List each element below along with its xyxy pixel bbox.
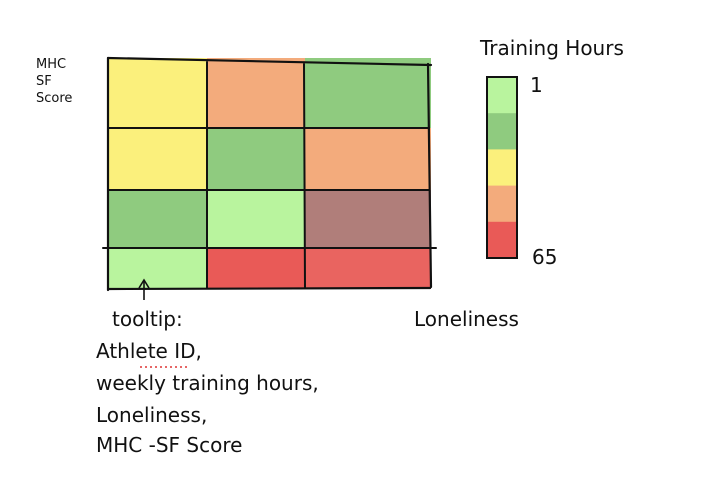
heatmap-cells <box>108 58 431 289</box>
legend-max-label: 65 <box>532 245 557 269</box>
heatmap-cell <box>207 248 305 289</box>
legend-band <box>487 77 517 114</box>
heatmap-cell <box>108 190 207 248</box>
heatmap-cell <box>207 58 305 128</box>
legend-band <box>487 113 517 150</box>
heatmap-cell <box>305 128 431 190</box>
legend-band <box>487 149 517 187</box>
heatmap-cell <box>305 248 431 289</box>
grid-line <box>106 286 432 291</box>
legend-band <box>487 185 517 223</box>
legend-color-bar <box>487 77 517 259</box>
tooltip-line: MHC -SF Score <box>96 433 242 457</box>
y-axis-label-line: SF <box>36 74 52 89</box>
legend-title: Training Hours <box>479 36 624 60</box>
tooltip-arrow <box>138 278 150 300</box>
heatmap-cell <box>305 190 431 248</box>
heatmap-cell <box>207 128 305 190</box>
grid-line <box>106 56 433 67</box>
grid-line <box>303 63 306 289</box>
tooltip-line: weekly training hours, <box>96 371 319 395</box>
heatmap-cell <box>108 248 207 289</box>
heatmap-grid <box>102 56 437 292</box>
y-axis-label: MHC SF Score <box>36 57 72 106</box>
legend-band <box>487 221 517 259</box>
grid-line <box>426 62 433 289</box>
heatmap-cell <box>108 128 207 190</box>
tooltip-note: tooltip: Athlete ID, weekly training hou… <box>96 307 319 457</box>
legend-min-label: 1 <box>530 73 543 97</box>
heatmap-cell <box>207 190 305 248</box>
y-axis-label-line: MHC <box>36 57 66 72</box>
tooltip-title: tooltip: <box>112 307 183 331</box>
y-axis-label-line: Score <box>36 91 72 106</box>
heatmap-cell <box>108 58 207 128</box>
tooltip-line: Loneliness, <box>96 403 207 427</box>
heatmap-cell <box>305 58 431 128</box>
tooltip-line: Athlete ID, <box>96 339 202 363</box>
x-axis-label: Loneliness <box>414 307 519 331</box>
